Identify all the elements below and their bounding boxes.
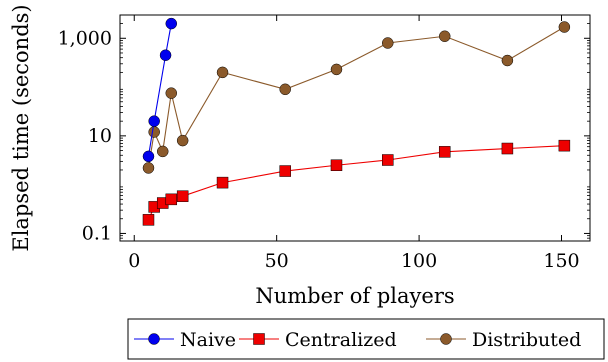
series-distributed-marker bbox=[558, 21, 571, 33]
series-distributed-marker bbox=[148, 126, 160, 138]
legend-distributed-marker bbox=[440, 333, 452, 345]
series-centralized-marker bbox=[216, 176, 229, 189]
y-axis-title: Elapsed time (seconds) bbox=[9, 4, 33, 251]
y-tick-label: 0.1 bbox=[82, 222, 112, 244]
series-distributed-marker bbox=[176, 134, 189, 147]
series-distributed-marker bbox=[156, 145, 169, 158]
legend-distributed-label: Distributed bbox=[472, 329, 581, 351]
x-axis-title: Number of players bbox=[255, 284, 454, 308]
plot-area bbox=[142, 17, 571, 226]
series-distributed-marker bbox=[382, 37, 394, 49]
series-distributed-marker bbox=[216, 66, 229, 79]
x-tick-label: 100 bbox=[401, 250, 437, 272]
plot-frame bbox=[119, 14, 591, 242]
x-tick-label: 0 bbox=[128, 250, 140, 272]
legend-naive-marker bbox=[148, 333, 160, 345]
series-distributed-marker bbox=[330, 63, 343, 76]
legend-naive-label: Naive bbox=[180, 329, 236, 351]
axes: 0 50 100 150 0.1 10 1,000 bbox=[58, 14, 591, 272]
legend-box bbox=[127, 318, 605, 360]
series-centralized-marker bbox=[558, 139, 571, 152]
series-naive-marker bbox=[159, 49, 172, 61]
series-naive-marker bbox=[165, 17, 178, 30]
x-tick-label: 50 bbox=[265, 250, 289, 272]
series-centralized-marker bbox=[330, 159, 343, 171]
legend-centralized-marker bbox=[253, 333, 265, 345]
y-tick-label: 1,000 bbox=[58, 27, 112, 49]
x-tick-label: 150 bbox=[543, 250, 579, 272]
series-centralized-marker bbox=[279, 165, 291, 177]
series-centralized-marker bbox=[438, 146, 451, 158]
series-centralized-marker bbox=[142, 214, 155, 226]
series-naive-line bbox=[147, 23, 172, 157]
series-centralized-line bbox=[147, 145, 565, 221]
series-centralized-marker bbox=[382, 154, 394, 166]
series-distributed-marker bbox=[142, 162, 155, 174]
series-distributed-marker bbox=[165, 87, 178, 99]
series-centralized-marker bbox=[501, 142, 514, 155]
series-distributed-marker bbox=[501, 54, 514, 67]
series-centralized-marker bbox=[165, 193, 178, 206]
series-naive-marker bbox=[148, 115, 160, 127]
series-centralized-marker bbox=[176, 190, 189, 202]
series-distributed-marker bbox=[438, 30, 451, 43]
legend-centralized-label: Centralized bbox=[285, 329, 397, 351]
series-distributed-marker bbox=[279, 83, 291, 96]
series-naive-marker bbox=[142, 150, 155, 163]
legend: Naive Centralized Distributed bbox=[127, 318, 605, 360]
y-tick-label: 10 bbox=[88, 125, 112, 147]
